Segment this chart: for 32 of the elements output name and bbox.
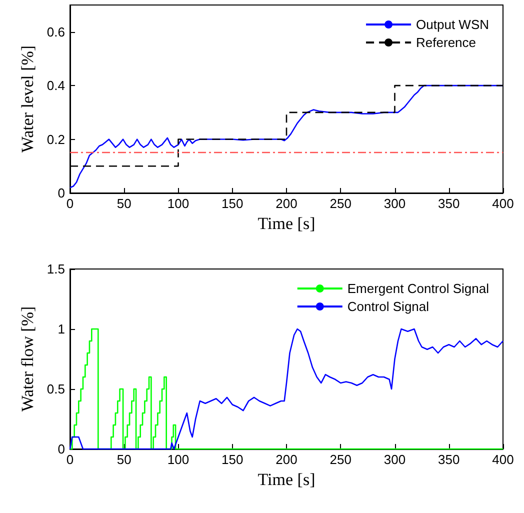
y-tick-label: 0.6 [46, 24, 65, 40]
y-tick-label: 0 [58, 442, 65, 456]
y-tick-label: 0.5 [46, 382, 65, 396]
x-tick-label: 250 [330, 196, 352, 211]
x-tick-label: 300 [384, 452, 406, 467]
legend-label: Output WSN [416, 17, 489, 32]
x-tick-label: 50 [116, 452, 132, 467]
x-tick-label: 400 [492, 452, 514, 467]
legend-label: Control Signal [347, 299, 430, 314]
x-tick-label: 350 [438, 196, 460, 211]
y-axis-title: Water flow [%] [18, 306, 37, 412]
x-tick-label: 100 [167, 196, 190, 211]
y-tick-label: 1.5 [46, 262, 65, 276]
x-tick-label: 150 [222, 452, 244, 467]
x-tick-label: 350 [438, 452, 460, 467]
x-tick-label: 100 [167, 452, 190, 467]
x-axis-title: Time [s] [258, 214, 316, 233]
x-tick-label: 200 [276, 452, 298, 467]
x-tick-label: 150 [222, 196, 244, 211]
legend-label: Reference [416, 35, 476, 50]
x-tick-label: 200 [276, 196, 298, 211]
x-tick-label: 300 [384, 196, 406, 211]
y-axis-title: Water level [%] [18, 45, 37, 153]
x-tick-label: 50 [116, 196, 132, 211]
y-tick-label: 0 [58, 186, 65, 200]
legend-label: Emergent Control Signal [347, 281, 490, 296]
y-tick-label: 0.4 [46, 78, 65, 94]
x-tick-label: 250 [330, 452, 352, 467]
x-tick-label: 400 [492, 196, 514, 211]
y-tick-label: 1 [58, 322, 65, 336]
y-tick-label: 0.2 [46, 132, 65, 147]
x-axis-title: Time [s] [258, 470, 316, 489]
